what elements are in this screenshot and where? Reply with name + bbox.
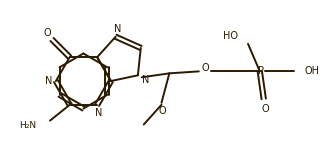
Text: P: P	[258, 66, 264, 76]
Text: N: N	[96, 108, 103, 118]
Text: O: O	[43, 28, 51, 38]
Text: O: O	[159, 106, 166, 116]
Text: O: O	[202, 63, 209, 73]
Text: OH: OH	[304, 66, 319, 76]
Text: O: O	[262, 104, 270, 114]
Text: N: N	[45, 76, 53, 86]
Text: H₂N: H₂N	[19, 121, 36, 130]
Text: N: N	[114, 24, 121, 34]
Text: HO: HO	[223, 31, 238, 41]
Text: N: N	[142, 75, 149, 85]
